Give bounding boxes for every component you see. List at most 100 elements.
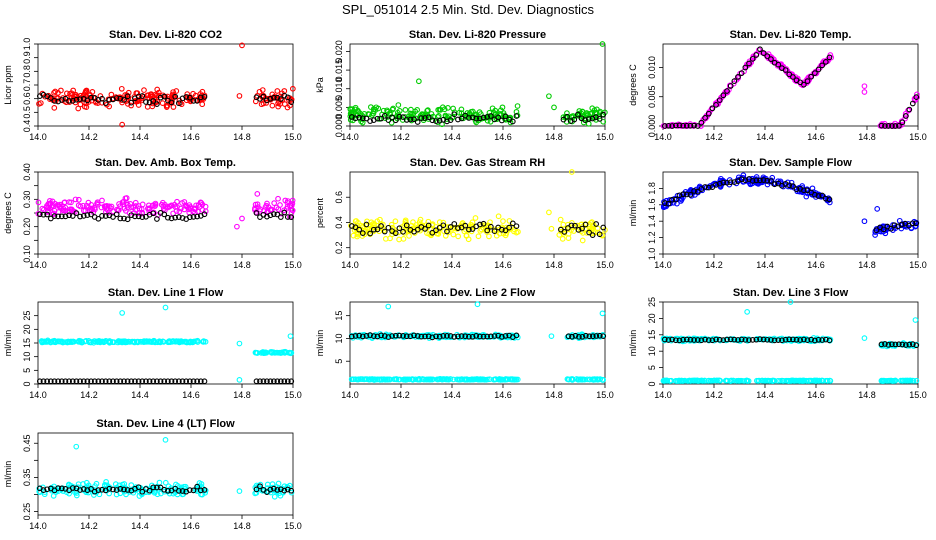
data-point <box>548 333 555 340</box>
mean-point <box>801 187 807 194</box>
mean-point <box>462 222 469 229</box>
data-point <box>236 340 243 347</box>
data-point <box>269 349 275 356</box>
y-tick-label: 0.10 <box>22 245 32 263</box>
x-tick-label: 14.6 <box>494 390 512 400</box>
mean-point <box>749 337 756 343</box>
data-point <box>514 103 521 109</box>
x-tick-label: 14.0 <box>29 390 47 400</box>
y-tick-label: 0 <box>647 381 657 386</box>
mean-point <box>352 115 359 122</box>
data-point <box>402 114 409 120</box>
mean-point <box>495 114 502 121</box>
y-axis-label: ml/min <box>3 330 13 357</box>
data-point <box>406 233 412 239</box>
mean-point <box>480 114 487 121</box>
mean-point <box>253 486 260 493</box>
mean-point <box>80 378 87 385</box>
y-tick-label: 0.005 <box>647 85 657 108</box>
data-point <box>370 110 377 117</box>
x-tick-label: 14.0 <box>29 260 47 270</box>
data-point <box>173 88 180 94</box>
data-point <box>913 377 920 384</box>
data-point <box>287 102 293 109</box>
mean-point <box>143 99 149 105</box>
mean-point <box>909 341 916 347</box>
y-axis-label: ml/min <box>315 330 325 357</box>
data-point <box>375 105 382 112</box>
data-point <box>599 232 606 239</box>
y-tick-label: 0.005 <box>334 96 344 119</box>
data-point <box>565 235 572 241</box>
mean-point <box>414 226 421 233</box>
y-axis-label: kPa <box>315 77 325 93</box>
mean-point <box>589 333 596 340</box>
x-tick-label: 14.2 <box>392 132 410 142</box>
data-point <box>354 233 361 240</box>
mean-point <box>179 215 186 221</box>
mean-point <box>110 378 116 385</box>
mean-point <box>455 225 461 231</box>
mean-point <box>381 333 388 339</box>
data-point <box>151 95 158 101</box>
data-point <box>253 482 260 489</box>
mean-point <box>892 341 899 348</box>
mean-point <box>786 71 793 78</box>
mean-point <box>284 486 291 493</box>
mean-point <box>113 211 120 218</box>
data-point <box>141 87 147 93</box>
data-point <box>154 86 161 93</box>
x-tick-label: 14.8 <box>233 132 251 142</box>
data-point <box>478 226 485 233</box>
mean-point <box>913 220 920 227</box>
mean-point <box>154 216 160 222</box>
mean-point <box>742 64 749 71</box>
data-point <box>141 338 147 344</box>
mean-point <box>124 216 131 223</box>
mean-point <box>284 214 291 220</box>
plot-frame <box>662 43 919 127</box>
chart-title: Stan. Dev. Li-820 CO2 <box>109 29 222 41</box>
data-point <box>455 233 462 240</box>
mean-point <box>579 225 585 232</box>
mean-point <box>281 487 288 494</box>
mean-point <box>264 378 270 385</box>
y-tick-label: 0.40 <box>22 163 32 181</box>
data-point <box>810 377 817 384</box>
mean-point <box>797 337 804 343</box>
data-point <box>100 339 107 346</box>
data-point <box>106 338 113 344</box>
data-point <box>743 377 750 384</box>
mean-point <box>600 111 607 118</box>
mean-point <box>786 336 793 343</box>
data-point <box>254 191 261 197</box>
data-point <box>586 225 593 232</box>
data-point <box>125 89 132 96</box>
mean-point <box>47 95 54 101</box>
data-point <box>419 376 426 382</box>
data-point <box>107 205 114 212</box>
y-tick-label: 0.35 <box>22 469 32 487</box>
mean-point <box>102 213 109 219</box>
mean-point <box>267 212 274 219</box>
x-tick-label: 15.0 <box>596 390 614 400</box>
mean-point <box>451 333 458 340</box>
mean-point <box>396 332 403 339</box>
mean-point <box>370 333 377 339</box>
mean-point <box>157 94 164 101</box>
data-point <box>780 378 786 384</box>
data-point <box>176 339 183 346</box>
mean-point <box>691 122 697 129</box>
data-point <box>408 106 414 113</box>
x-tick-label: 14.0 <box>654 132 672 142</box>
chart-title: Stan. Dev. Line 2 Flow <box>420 287 536 299</box>
mean-point <box>749 178 756 184</box>
mean-point <box>392 332 399 339</box>
x-tick-label: 14.4 <box>756 132 774 142</box>
mean-point <box>687 336 694 343</box>
mean-point <box>469 114 476 121</box>
data-point <box>159 100 166 106</box>
data-point <box>364 218 370 225</box>
y-tick-label: 0.2 <box>334 241 344 254</box>
mean-point <box>819 192 826 199</box>
